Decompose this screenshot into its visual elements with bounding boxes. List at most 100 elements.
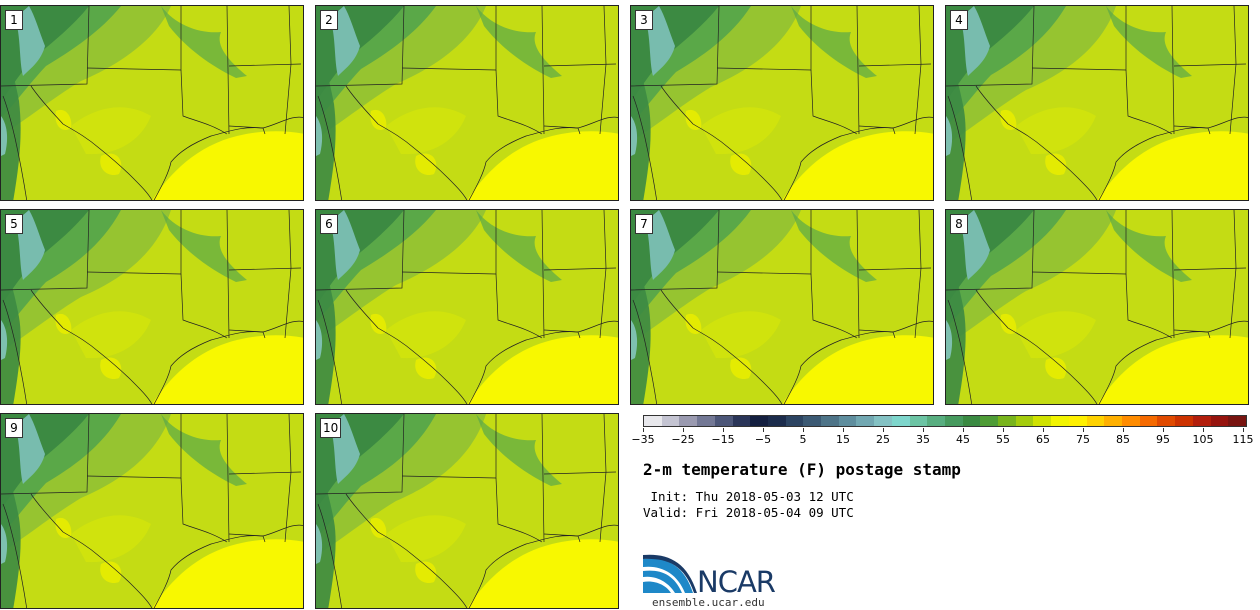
colorbar-cell [821, 416, 839, 426]
colorbar-cell [856, 416, 875, 426]
colorbar-tick-label: 5 [799, 433, 807, 446]
colorbar-cell [1068, 416, 1087, 426]
member-number: 6 [320, 214, 338, 234]
colorbar-cell [962, 416, 981, 426]
temperature-map [316, 210, 618, 404]
colorbar-cell [750, 416, 768, 426]
colorbar [643, 415, 1247, 427]
temperature-map [631, 210, 933, 404]
temperature-map [316, 414, 618, 608]
colorbar-cell [1157, 416, 1176, 426]
chart-title: 2-m temperature (F) postage stamp [643, 460, 961, 479]
colorbar-cell [1033, 416, 1052, 426]
colorbar-tick-label: −35 [631, 433, 655, 446]
member-map-panel: 10 [315, 413, 619, 609]
member-number: 9 [5, 418, 23, 438]
member-number: 10 [320, 418, 342, 438]
colorbar-tick [1083, 428, 1084, 432]
temperature-map [631, 6, 933, 200]
colorbar-cell [785, 416, 804, 426]
colorbar-tick [1003, 428, 1004, 432]
colorbar-cell [944, 416, 963, 426]
member-map-panel: 4 [945, 5, 1249, 201]
colorbar-cell [1121, 416, 1140, 426]
colorbar-cell [697, 416, 715, 426]
colorbar-cell [767, 416, 786, 426]
colorbar-tick [763, 428, 764, 432]
colorbar-cell [679, 416, 698, 426]
member-number: 5 [5, 214, 23, 234]
colorbar-tick-label: −25 [671, 433, 695, 446]
temperature-map [1, 6, 303, 200]
colorbar-tick-label: 75 [1076, 433, 1090, 446]
colorbar-tick [843, 428, 844, 432]
colorbar-cell [1210, 416, 1229, 426]
colorbar-tick-label: 65 [1036, 433, 1050, 446]
colorbar-cell [838, 416, 857, 426]
colorbar-cell [1228, 416, 1246, 426]
member-number: 3 [635, 10, 653, 30]
temperature-map [316, 6, 618, 200]
member-map-panel: 6 [315, 209, 619, 405]
colorbar-tick-label: 45 [956, 433, 970, 446]
colorbar-cell [1175, 416, 1193, 426]
ncar-logo-text: NCAR [697, 565, 776, 599]
colorbar-cell [803, 416, 822, 426]
colorbar-tick-label: −15 [711, 433, 735, 446]
member-map-panel: 3 [630, 5, 934, 201]
init-time: Init: Thu 2018-05-03 12 UTC [643, 489, 854, 504]
colorbar-tick [1243, 428, 1244, 432]
colorbar-tick [1123, 428, 1124, 432]
member-map-panel: 8 [945, 209, 1249, 405]
colorbar-cell [1104, 416, 1122, 426]
member-map-panel: 2 [315, 5, 619, 201]
colorbar-ticks: −35 −25 −15 −5 5 15 25 35 45 55 65 75 85 95 105 115 [631, 428, 1254, 448]
colorbar-cell [909, 416, 928, 426]
colorbar-tick-label: 85 [1116, 433, 1130, 446]
colorbar-tick [683, 428, 684, 432]
colorbar-tick [643, 428, 644, 432]
ncar-url: ensemble.ucar.edu [652, 596, 765, 609]
colorbar-cell [980, 416, 999, 426]
member-number: 8 [950, 214, 968, 234]
colorbar-cell [644, 416, 662, 426]
member-map-panel: 7 [630, 209, 934, 405]
colorbar-tick-label: −5 [754, 433, 772, 446]
temperature-map [1, 210, 303, 404]
colorbar-tick [923, 428, 924, 432]
member-map-panel: 9 [0, 413, 304, 609]
member-number: 7 [635, 214, 653, 234]
member-number: 4 [950, 10, 968, 30]
member-number: 2 [320, 10, 338, 30]
colorbar-tick [883, 428, 884, 432]
ncar-logo-icon [643, 554, 697, 593]
colorbar-cell [732, 416, 751, 426]
temperature-map [946, 210, 1248, 404]
colorbar-cell [714, 416, 733, 426]
colorbar-cell [1139, 416, 1158, 426]
colorbar-tick-label: 95 [1156, 433, 1170, 446]
colorbar-tick [723, 428, 724, 432]
colorbar-tick-label: 25 [876, 433, 890, 446]
colorbar-tick-label: 115 [1232, 433, 1254, 446]
colorbar-tick-label: 15 [836, 433, 850, 446]
colorbar-cell [1086, 416, 1105, 426]
temperature-map [946, 6, 1248, 200]
temperature-map [1, 414, 303, 608]
valid-time: Valid: Fri 2018-05-04 09 UTC [643, 505, 854, 520]
member-number: 1 [5, 10, 23, 30]
colorbar-cell [1192, 416, 1211, 426]
colorbar-tick [1163, 428, 1164, 432]
member-map-panel: 1 [0, 5, 304, 201]
colorbar-cell [891, 416, 910, 426]
colorbar-cell [661, 416, 680, 426]
colorbar-cell [1051, 416, 1069, 426]
colorbar-cell [1015, 416, 1034, 426]
colorbar-tick [1203, 428, 1204, 432]
member-map-panel: 5 [0, 209, 304, 405]
colorbar-cell [998, 416, 1016, 426]
colorbar-tick-label: 55 [996, 433, 1010, 446]
colorbar-tick-label: 105 [1192, 433, 1214, 446]
colorbar-tick-label: 35 [916, 433, 930, 446]
colorbar-tick [963, 428, 964, 432]
